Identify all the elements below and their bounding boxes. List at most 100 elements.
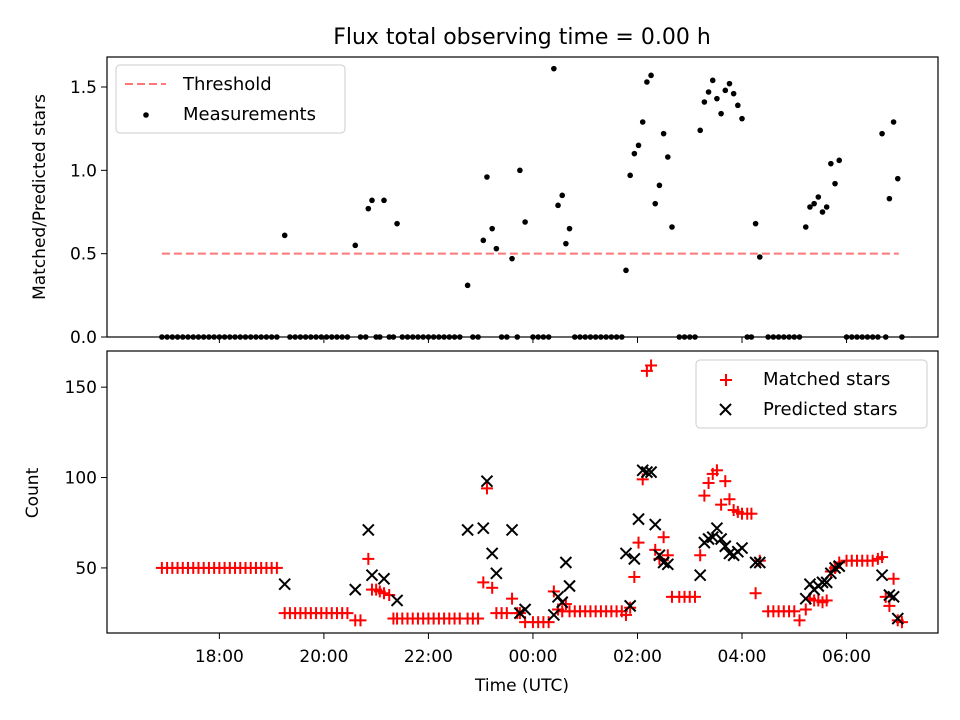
measurement-point xyxy=(819,209,826,215)
predicted-star-point xyxy=(559,556,573,569)
measurement-point xyxy=(735,102,741,109)
predicted-star-point xyxy=(735,541,749,555)
measurement-point xyxy=(836,157,843,164)
measurement-point xyxy=(705,89,712,95)
bottom-panel: Count Time (UTC) 50 100 150 18:00 20:00 22:0… xyxy=(23,350,939,696)
measurement-point xyxy=(369,197,375,204)
predicted-star-point xyxy=(377,572,391,585)
measurement-point xyxy=(815,194,822,200)
predicted-star-point xyxy=(887,590,900,604)
matched-star-point xyxy=(632,536,645,549)
matched-star-point xyxy=(793,614,806,627)
threshold-legend-label: Threshold xyxy=(182,74,272,95)
measurement-point xyxy=(823,204,830,210)
matched-star-point xyxy=(710,464,723,477)
y-tick-label: 1.5 xyxy=(70,78,97,98)
matched-star-point xyxy=(472,612,485,625)
measurement-point xyxy=(726,80,733,87)
measurement-point xyxy=(517,167,523,174)
measurement-point xyxy=(639,119,646,125)
measurement-point xyxy=(394,220,400,227)
predicted-star-point xyxy=(556,596,569,609)
measurement-point xyxy=(566,225,573,232)
measurement-point xyxy=(644,79,650,85)
measurement-point xyxy=(464,282,471,289)
x-tick-label: 18:00 xyxy=(195,647,244,667)
measurement-point xyxy=(551,65,557,72)
measurement-point xyxy=(730,90,737,97)
y-tick-label: 150 xyxy=(65,378,97,398)
measurement-point xyxy=(832,180,838,187)
bottom-plot-frame xyxy=(106,350,939,634)
matched-star-point xyxy=(753,554,766,567)
matched-star-point xyxy=(624,601,637,614)
measurement-point xyxy=(656,182,663,189)
predicted-star-point xyxy=(563,579,576,593)
predicted-star-point xyxy=(513,606,527,620)
predicted-star-point xyxy=(623,599,637,613)
x-tick-label: 00:00 xyxy=(508,647,557,667)
measurement-point xyxy=(811,200,817,207)
predicted-star-point xyxy=(547,608,561,622)
predicted-legend-label: Predicted stars xyxy=(763,399,897,420)
matched-star-point xyxy=(542,616,555,629)
bottom-y-ticks: 50 100 150 xyxy=(65,378,107,579)
x-tick-label: 02:00 xyxy=(613,647,662,667)
measurements-legend-swatch xyxy=(143,112,149,118)
measurement-point xyxy=(555,202,561,209)
predicted-star-point xyxy=(833,559,846,573)
measurement-point xyxy=(709,77,716,84)
matched-star-point xyxy=(645,359,658,372)
x-tick-label: 04:00 xyxy=(718,647,767,667)
matched-star-point xyxy=(477,576,490,589)
predicted-star-point xyxy=(518,603,532,616)
measurement-point xyxy=(802,224,809,230)
measurement-point xyxy=(890,119,897,125)
measurement-point xyxy=(631,150,638,157)
matched-star-point xyxy=(879,590,892,603)
chart-title: Flux total observing time = 0.00 h xyxy=(333,25,711,50)
matched-star-point xyxy=(378,587,390,600)
top-legend-box xyxy=(115,64,346,134)
y-tick-label: 50 xyxy=(75,559,97,579)
predicted-star-point xyxy=(820,576,833,589)
measurement-point xyxy=(669,224,675,230)
top-y-ticks: 0.0 0.5 1.0 1.5 xyxy=(70,78,107,348)
matched-star-point xyxy=(715,498,728,511)
predicted-star-point xyxy=(477,521,490,535)
matched-star-point xyxy=(719,475,732,488)
predicted-star-point xyxy=(710,521,724,535)
top-plot-frame xyxy=(106,56,939,338)
matched-star-point xyxy=(341,607,354,620)
measurement-point xyxy=(522,219,528,225)
predicted-star-point xyxy=(875,568,889,582)
measurement-point xyxy=(635,142,642,149)
predicted-star-point xyxy=(714,532,728,546)
predicted-star-point xyxy=(632,512,645,526)
predicted-star-point xyxy=(649,518,662,531)
measurement-point xyxy=(879,130,885,137)
measurement-point xyxy=(489,225,495,232)
matched-star-point xyxy=(500,607,513,620)
matched-star-point xyxy=(876,551,889,564)
measurement-point xyxy=(563,240,569,247)
measurement-point xyxy=(664,154,671,160)
measurement-point xyxy=(484,174,490,180)
top-panel: Flux total observing time = 0.00 h Match… xyxy=(30,25,939,348)
x-tick-label: 22:00 xyxy=(404,647,453,667)
x-axis-label: Time (UTC) xyxy=(474,676,569,696)
predicted-star-point xyxy=(365,568,379,582)
matched-star-point xyxy=(486,581,499,594)
measurement-point xyxy=(493,245,500,252)
bottom-legend: Matched stars Predicted stars xyxy=(695,359,928,429)
measurement-point xyxy=(807,204,813,210)
predicted-star-point xyxy=(891,612,904,625)
measurement-point xyxy=(559,192,566,199)
measurement-point xyxy=(752,220,759,227)
measurement-point xyxy=(828,160,834,167)
bottom-x-ticks: 18:00 20:00 22:00 00:00 02:00 04:00 06:00 xyxy=(195,633,871,667)
predicted-star-point xyxy=(693,568,707,582)
predicted-star-point xyxy=(390,594,404,607)
matched-star-point xyxy=(702,476,715,489)
predicted-star-point xyxy=(490,567,503,580)
